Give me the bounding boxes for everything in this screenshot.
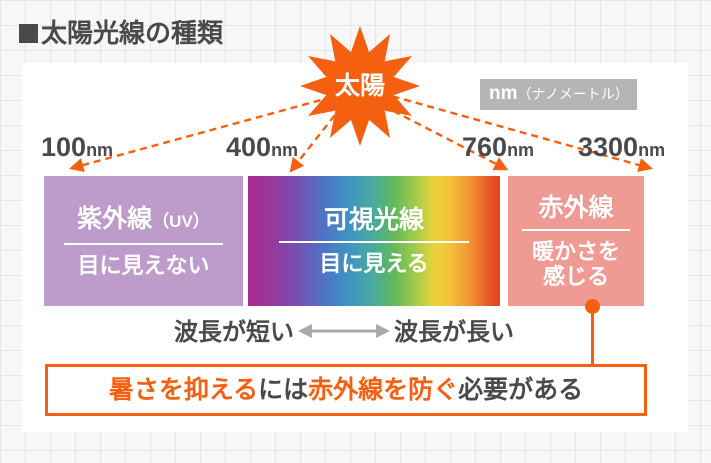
unit-legend-badge: nm（ナノメートル） <box>480 79 637 110</box>
wavelength-short-label: 波長が短い <box>174 319 294 346</box>
conclusion-segment-1: 暑さを抑える <box>108 376 259 404</box>
conclusion-segment-2: には <box>258 376 309 404</box>
scale-unit: nm <box>507 140 535 160</box>
band-ultraviolet: 紫外線（UV） 目に見えない <box>44 176 243 306</box>
page-title: 太陽光線の種類 <box>19 17 223 49</box>
unit-abbr: nm <box>489 83 518 104</box>
sun-disc: 太陽 <box>325 51 395 121</box>
scale-unit: nm <box>271 140 299 160</box>
band-name: 紫外線 <box>77 204 153 233</box>
conclusion-callout: 暑さを抑えるには赤外線を防ぐ必要がある <box>45 364 647 416</box>
band-divider <box>279 241 469 243</box>
scale-label-760nm: 760nm <box>462 132 534 167</box>
band-divider <box>63 242 224 245</box>
scale-label-3300nm: 3300nm <box>578 132 665 167</box>
band-visible-light: 可視光線 目に見える <box>248 176 500 306</box>
band-description: 暖かさを <box>531 239 620 264</box>
unit-full: （ナノメートル） <box>517 86 629 102</box>
band-name-suffix: （UV） <box>152 211 210 231</box>
page-title-text: 太陽光線の種類 <box>41 18 224 48</box>
sun-label: 太陽 <box>334 71 385 100</box>
double-arrow-icon <box>298 320 390 347</box>
band-name: 可視光線 <box>323 206 424 234</box>
scale-value: 400 <box>226 132 272 162</box>
band-divider <box>521 229 631 231</box>
conclusion-text: 暑さを抑えるには赤外線を防ぐ必要がある <box>109 375 583 405</box>
conclusion-segment-4: 必要がある <box>458 376 584 404</box>
scale-label-400nm: 400nm <box>226 132 298 167</box>
band-description: 目に見えない <box>77 252 210 278</box>
band-title: 可視光線 <box>324 205 424 235</box>
scale-unit: nm <box>638 140 666 160</box>
band-description: 目に見える <box>319 251 429 276</box>
infrared-connector-line <box>591 306 594 366</box>
scale-value: 100 <box>41 132 87 162</box>
scale-value: 3300 <box>578 132 639 162</box>
scale-value: 760 <box>462 132 508 162</box>
infrared-connector-dot <box>585 299 600 314</box>
scale-unit: nm <box>86 140 114 160</box>
band-infrared: 赤外線 暖かさを 感じる <box>508 176 644 306</box>
band-title: 赤外線 <box>538 193 613 223</box>
scale-label-100nm: 100nm <box>41 132 113 167</box>
bullet-square-icon <box>19 24 38 43</box>
conclusion-segment-3: 赤外線を防ぐ <box>308 376 459 404</box>
band-description-line2: 感じる <box>542 264 609 289</box>
band-title: 紫外線（UV） <box>77 204 210 237</box>
wavelength-long-label: 波長が長い <box>394 319 514 346</box>
sun-icon: 太陽 <box>296 22 424 150</box>
wavelength-axis: 波長が短い 波長が長い <box>44 315 644 351</box>
band-name: 赤外線 <box>538 194 614 222</box>
